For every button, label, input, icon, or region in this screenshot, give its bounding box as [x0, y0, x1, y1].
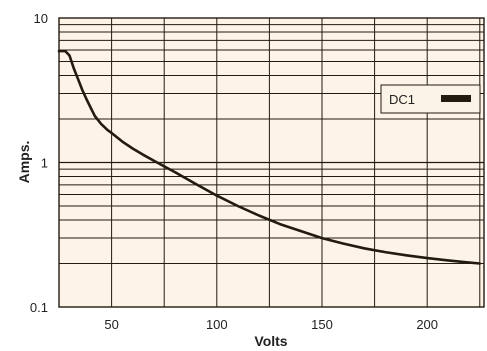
y-tick-labels: 0.1 1 10: [30, 11, 48, 315]
x-tick-label: 150: [311, 317, 333, 332]
y-tick-label: 1: [41, 156, 48, 171]
x-tick-labels: 50 100 150 200: [104, 317, 438, 332]
series-line-dc1: [57, 49, 482, 265]
legend: DC1: [380, 84, 481, 114]
x-axis-title: Volts: [254, 333, 287, 349]
legend-label-dc1: DC1: [389, 92, 415, 107]
x-tick-label: 50: [104, 317, 118, 332]
y-tick-label: 0.1: [30, 300, 48, 315]
vertical-gridlines: [111, 18, 481, 307]
x-tick-label: 100: [206, 317, 228, 332]
x-tick-label: 200: [416, 317, 438, 332]
plot-frame: [58, 17, 485, 308]
legend-swatch-dc1: [441, 95, 471, 102]
y-tick-label: 10: [34, 11, 48, 26]
y-axis-title: Amps.: [16, 141, 32, 184]
